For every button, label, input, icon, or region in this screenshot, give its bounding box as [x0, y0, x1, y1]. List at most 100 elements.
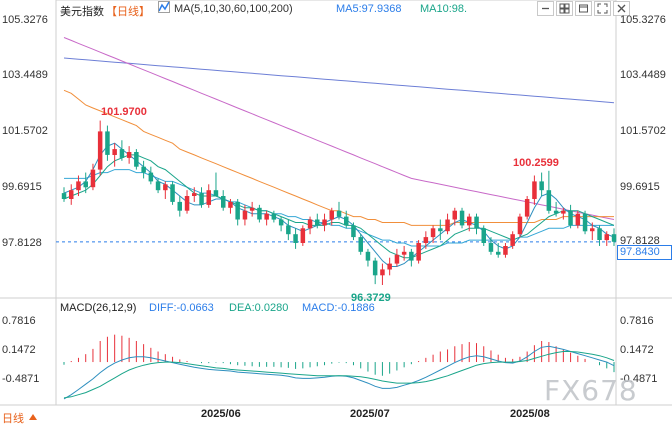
candle-body — [249, 207, 255, 211]
candle-body — [119, 149, 125, 158]
candle-body — [517, 216, 523, 235]
candle-body — [61, 193, 67, 199]
date-label: 2025/08 — [510, 408, 550, 420]
high-annotation: 100.2599 — [513, 157, 559, 169]
macd-tick-left: -0.4871 — [2, 373, 40, 385]
window-icon[interactable] — [575, 1, 592, 16]
macd-tick-left: 0.1472 — [2, 344, 36, 356]
price-tick-right: 97.8128 — [620, 235, 660, 247]
candle-body — [105, 131, 110, 155]
candle-body — [561, 210, 566, 214]
candle-body — [90, 169, 96, 188]
high-annotation: 101.9700 — [101, 106, 147, 118]
date-label: 2025/07 — [350, 408, 390, 420]
ma200-line — [63, 57, 615, 104]
candle-body — [307, 219, 313, 229]
price-tick-right: 103.4489 — [620, 69, 666, 81]
candle-body — [459, 210, 465, 226]
candle-body — [322, 219, 327, 226]
candle-body — [242, 210, 248, 220]
candle-body — [372, 260, 378, 276]
candle-body — [401, 251, 407, 255]
symbol-title: 美元指数 — [60, 6, 104, 18]
price-tick-right: 99.6915 — [620, 181, 660, 193]
period-selector-button[interactable]: 日线 — [2, 410, 38, 426]
candle-body — [590, 228, 595, 232]
price-tick-left: 101.5702 — [2, 125, 48, 137]
candle-body — [257, 207, 262, 220]
candle-body — [524, 199, 530, 217]
ma10-value: MA10:98. — [420, 3, 468, 15]
candle-body — [235, 201, 240, 220]
candle-body — [271, 213, 277, 220]
current-price-tag: 97.8430 — [617, 245, 672, 260]
candle-body — [351, 225, 356, 238]
macd-title: MACD(26,12,9) — [60, 302, 137, 314]
period-selector-label: 日线 — [2, 413, 24, 425]
candle-body — [481, 228, 486, 243]
candle-body — [467, 216, 472, 226]
price-tick-left: 97.8128 — [2, 237, 42, 249]
candle-body — [184, 196, 190, 211]
price-tick-right: 101.5702 — [620, 125, 666, 137]
candle-body — [597, 228, 602, 240]
candle-body — [69, 190, 74, 199]
macd-diff: DIFF:-0.0663 — [149, 302, 214, 314]
chart-type-icon[interactable] — [158, 0, 170, 13]
candle-body — [575, 213, 581, 226]
candle-body — [177, 201, 182, 211]
candle-body — [438, 228, 443, 232]
close-icon[interactable] — [613, 1, 630, 16]
macd-value: MACD:-0.1886 — [302, 302, 375, 314]
candle-body — [126, 152, 132, 158]
candle-body — [568, 210, 573, 226]
macd-tick-left: 0.7816 — [2, 315, 36, 327]
macd-diff-line — [63, 345, 615, 400]
candle-body — [445, 219, 450, 232]
price-tick-left: 105.3276 — [2, 14, 48, 26]
expand-icon[interactable] — [594, 1, 611, 16]
candle-body — [553, 210, 559, 214]
candle-body — [474, 216, 479, 229]
candle-body — [112, 149, 117, 155]
grid-icon[interactable] — [556, 1, 573, 16]
candle-body — [293, 234, 298, 243]
candle-body — [582, 213, 588, 232]
candle-body — [286, 225, 291, 235]
candle-body — [358, 237, 363, 252]
candle-body — [336, 210, 342, 217]
candle-body — [329, 210, 334, 220]
ma-label: MA(5,10,30,60,100,200) — [174, 3, 293, 15]
candle-body — [496, 251, 501, 255]
candle-body — [83, 181, 88, 188]
candle-body — [452, 210, 457, 220]
candle-body — [409, 251, 414, 261]
candle-body — [423, 237, 429, 243]
candle-body — [315, 219, 320, 226]
candle-body — [76, 181, 81, 191]
macd-tick-right: -0.4871 — [620, 373, 658, 385]
candle-body — [532, 181, 537, 199]
date-label: 2025/06 — [201, 408, 241, 420]
fx678-watermark: FX678 — [544, 374, 638, 407]
candle-body — [387, 263, 392, 270]
candle-body — [221, 196, 226, 208]
candle-body — [430, 228, 436, 238]
macd-dea-line — [63, 351, 615, 399]
candle-body — [97, 131, 103, 170]
candle-body — [394, 254, 400, 264]
macd-dea: DEA:0.0280 — [229, 302, 289, 314]
candle-body — [503, 246, 508, 255]
candle-body — [300, 228, 306, 243]
period-tag: 【日线】 — [106, 6, 150, 18]
minimize-icon[interactable] — [537, 1, 554, 16]
ma30-line — [64, 169, 614, 247]
ma100-line — [63, 37, 615, 220]
ma5-value: MA5:97.9368 — [336, 3, 402, 15]
candle-body — [510, 234, 515, 246]
candle-body — [278, 219, 284, 226]
candle-body — [170, 184, 175, 202]
ma10-line — [63, 154, 615, 259]
